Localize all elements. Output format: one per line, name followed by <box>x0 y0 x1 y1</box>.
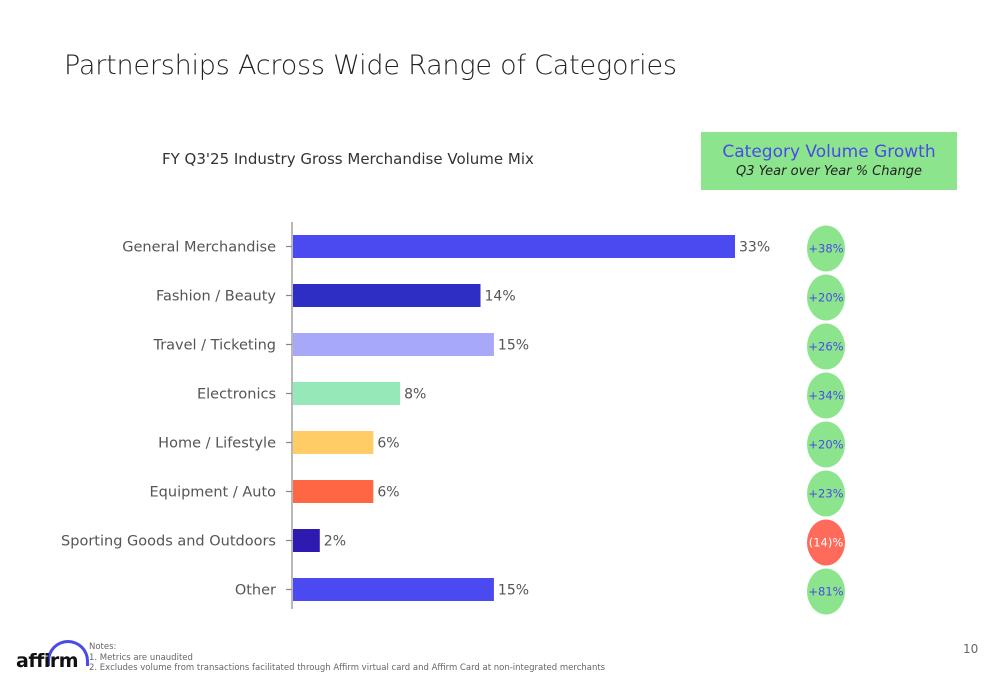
value-label: 15% <box>498 338 529 354</box>
category-label: Electronics <box>197 387 276 403</box>
bar <box>293 529 320 552</box>
value-label: 8% <box>404 387 426 403</box>
footnotes: Notes: 1. Metrics are unaudited 2. Exclu… <box>89 642 605 674</box>
growth-label: +20% <box>808 438 843 452</box>
growth-label: +20% <box>808 291 843 305</box>
growth-badge <box>807 568 845 615</box>
growth-box-subtitle: Q3 Year over Year % Change <box>736 164 922 179</box>
growth-label: +23% <box>808 487 843 501</box>
category-label: Sporting Goods and Outdoors <box>61 534 276 550</box>
bar <box>293 480 374 503</box>
value-label: 15% <box>498 583 529 599</box>
affirm-logo-text: affirm <box>16 650 79 672</box>
bar <box>293 333 494 356</box>
page-title: Partnerships Across Wide Range of Catego… <box>64 50 677 81</box>
growth-badge <box>807 519 845 566</box>
value-label: 6% <box>377 436 399 452</box>
growth-badge <box>807 323 845 370</box>
category-volume-growth-box: Category Volume Growth Q3 Year over Year… <box>701 132 957 190</box>
category-label: Fashion / Beauty <box>156 289 276 305</box>
growth-label: +81% <box>808 585 843 599</box>
bar <box>293 284 481 307</box>
category-label: General Merchandise <box>122 240 276 256</box>
category-label: Travel / Ticketing <box>152 338 276 354</box>
page-number: 10 <box>963 642 979 656</box>
growth-label: (14)% <box>809 536 844 550</box>
growth-label: +26% <box>808 340 843 354</box>
bar <box>293 578 494 601</box>
category-label: Other <box>235 583 276 599</box>
footnote-heading: Notes: <box>89 642 117 652</box>
chart-title: FY Q3'25 Industry Gross Merchandise Volu… <box>162 150 534 168</box>
footnote-2: 2. Excludes volume from transactions fac… <box>89 663 606 673</box>
growth-badge <box>807 470 845 517</box>
growth-badge <box>807 372 845 419</box>
value-label: 2% <box>324 534 346 550</box>
bar <box>293 235 735 258</box>
footnote-1: 1. Metrics are unaudited <box>89 652 193 663</box>
affirm-logo: affirm <box>16 640 89 672</box>
category-label: Home / Lifestyle <box>158 436 276 452</box>
category-label: Equipment / Auto <box>150 485 277 501</box>
growth-box-title: Category Volume Growth <box>722 142 936 162</box>
affirm-logo-arc <box>47 640 89 666</box>
growth-badge <box>807 274 845 321</box>
bar <box>293 431 374 454</box>
value-label: 33% <box>739 240 770 256</box>
growth-badge <box>807 421 845 468</box>
bar <box>293 382 401 405</box>
growth-label: +34% <box>808 389 843 403</box>
value-label: 6% <box>377 485 399 501</box>
growth-label: +38% <box>808 242 843 256</box>
value-label: 14% <box>485 289 516 305</box>
growth-badge <box>807 225 845 272</box>
